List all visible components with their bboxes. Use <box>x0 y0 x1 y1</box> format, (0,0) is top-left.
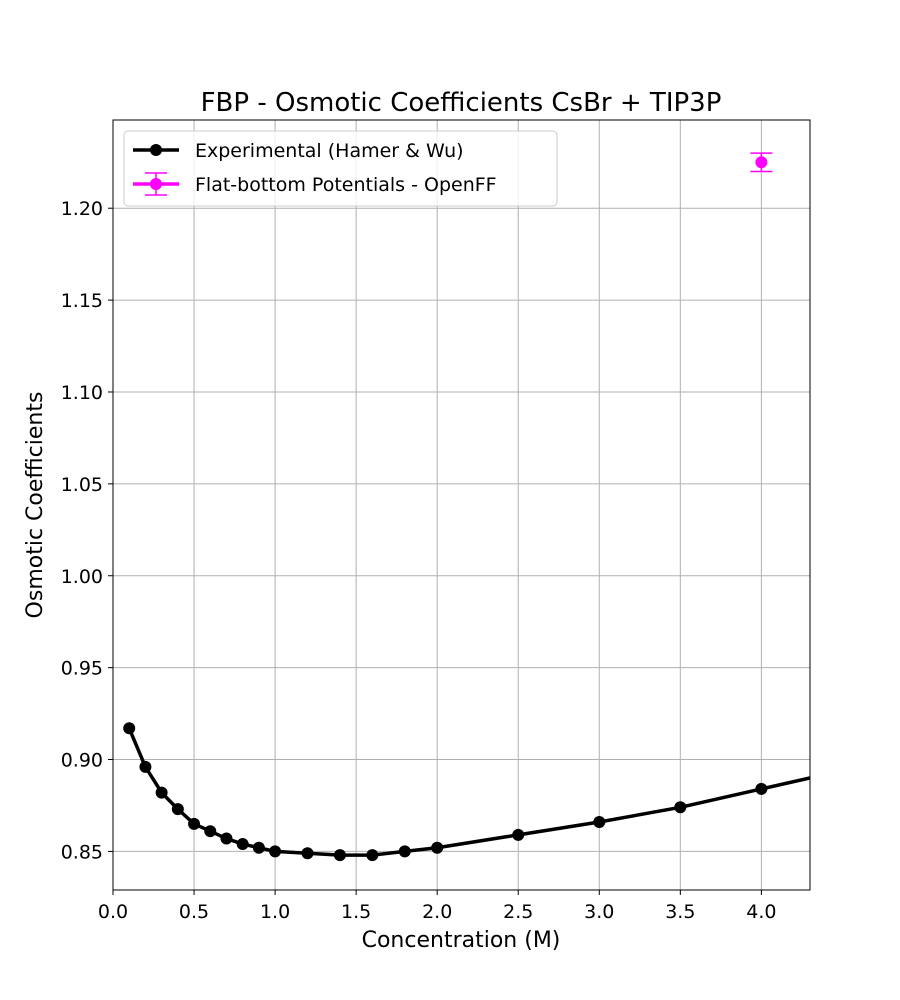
y-tick-label: 1.10 <box>61 382 103 404</box>
x-tick-label: 1.0 <box>260 901 290 923</box>
plot-background <box>113 120 810 890</box>
x-tick-label: 2.0 <box>422 901 452 923</box>
y-axis-ticks: 0.85 0.90 0.95 1.00 1.05 1.10 1.15 1.20 <box>61 198 113 863</box>
x-tick-label: 3.5 <box>665 901 695 923</box>
legend-marker-experimental <box>150 144 162 156</box>
y-tick-label: 1.05 <box>61 474 103 496</box>
data-point <box>755 156 768 169</box>
grid <box>112 120 810 890</box>
data-point <box>188 817 201 830</box>
data-point <box>512 828 525 841</box>
x-tick-label: 0.0 <box>98 901 128 923</box>
legend-marker-flat-bottom <box>150 178 162 190</box>
y-tick-label: 1.15 <box>61 290 103 312</box>
legend-entry-flat-bottom: Flat-bottom Potentials - OpenFF <box>133 172 497 196</box>
data-point <box>139 760 152 773</box>
data-point <box>155 786 168 799</box>
data-point <box>123 722 136 735</box>
series-layer <box>123 152 848 862</box>
plot-frame <box>112 119 811 891</box>
x-tick-label: 1.5 <box>341 901 371 923</box>
legend-box <box>123 130 558 207</box>
data-point <box>755 782 768 795</box>
x-axis-ticks: 0.0 0.5 1.0 1.5 2.0 2.5 3.0 3.5 4.0 <box>98 890 776 923</box>
y-tick-label: 1.00 <box>61 566 103 588</box>
x-tick-label: 4.0 <box>746 901 776 923</box>
y-tick-label: 0.90 <box>61 750 103 772</box>
data-point <box>593 816 606 829</box>
data-point <box>431 841 444 854</box>
x-axis-label: Concentration (M) <box>362 928 561 953</box>
data-point <box>171 803 184 816</box>
chart-title: FBP - Osmotic Coefficients CsBr + TIP3P <box>201 88 722 118</box>
y-tick-label: 0.85 <box>61 841 103 863</box>
y-tick-label: 1.20 <box>61 198 103 220</box>
data-point <box>366 849 379 862</box>
data-point <box>674 801 687 814</box>
x-tick-label: 0.5 <box>179 901 209 923</box>
data-point <box>398 845 411 858</box>
data-point <box>236 838 249 851</box>
data-point <box>204 825 217 838</box>
legend-label-experimental: Experimental (Hamer & Wu) <box>195 140 464 162</box>
data-point <box>333 849 346 862</box>
data-point <box>269 845 282 858</box>
x-tick-label: 3.0 <box>584 901 614 923</box>
series-1 <box>750 152 773 173</box>
data-point <box>836 765 848 777</box>
legend-entry-experimental: Experimental (Hamer & Wu) <box>133 140 464 162</box>
data-point <box>220 832 233 845</box>
legend-label-flat-bottom: Flat-bottom Potentials - OpenFF <box>195 174 497 196</box>
y-axis-label: Osmotic Coefficients <box>23 392 48 619</box>
data-point <box>252 841 265 854</box>
legend: Experimental (Hamer & Wu) Flat-bottom Po… <box>123 130 558 207</box>
data-point <box>301 847 314 860</box>
series-0 <box>123 722 848 862</box>
x-tick-label: 2.5 <box>503 901 533 923</box>
y-tick-label: 0.95 <box>61 658 103 680</box>
